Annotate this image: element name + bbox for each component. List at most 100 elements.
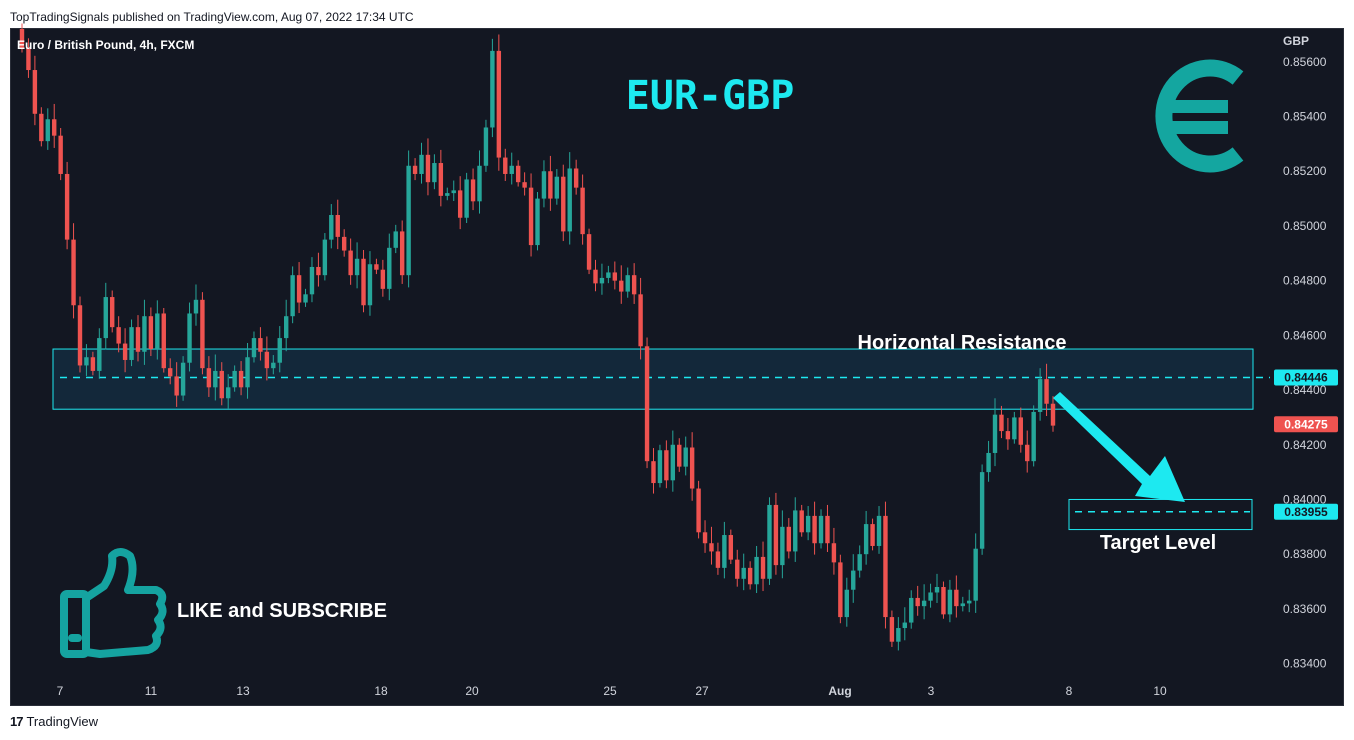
candle[interactable] (928, 583, 933, 608)
candle[interactable] (129, 319, 134, 367)
candle[interactable] (780, 510, 785, 579)
candle[interactable] (909, 590, 914, 629)
candle[interactable] (947, 579, 953, 623)
candle[interactable] (889, 610, 895, 647)
candle[interactable] (1050, 396, 1056, 432)
candle[interactable] (876, 506, 882, 554)
candle[interactable] (851, 554, 856, 603)
candle[interactable] (335, 199, 340, 250)
candle[interactable] (451, 180, 456, 201)
candle[interactable] (651, 448, 656, 494)
candle[interactable] (374, 258, 379, 275)
candle[interactable] (805, 506, 811, 541)
candle[interactable] (747, 561, 753, 590)
candle[interactable] (155, 300, 160, 360)
candle[interactable] (664, 440, 669, 489)
candle[interactable] (264, 336, 270, 381)
candle[interactable] (406, 150, 411, 288)
candle[interactable] (548, 155, 553, 211)
candle[interactable] (702, 520, 708, 553)
candle[interactable] (283, 299, 289, 352)
candle[interactable] (122, 328, 128, 373)
candle[interactable] (902, 607, 907, 641)
candle[interactable] (174, 362, 179, 407)
candle[interactable] (251, 331, 257, 363)
candle[interactable] (509, 152, 514, 185)
candle[interactable] (387, 233, 392, 301)
candle[interactable] (528, 173, 534, 257)
candle[interactable] (367, 251, 373, 316)
candle[interactable] (77, 296, 83, 373)
candle[interactable] (857, 545, 862, 578)
candle[interactable] (110, 290, 115, 333)
candle[interactable] (593, 259, 598, 292)
candle[interactable] (735, 549, 740, 587)
candle[interactable] (206, 356, 212, 397)
candle[interactable] (625, 267, 630, 298)
candle[interactable] (341, 229, 347, 257)
candle[interactable] (741, 553, 746, 591)
target-zone[interactable] (1068, 498, 1253, 531)
candle[interactable] (863, 510, 869, 565)
candle[interactable] (515, 160, 521, 187)
candle[interactable] (522, 172, 527, 196)
candle[interactable] (670, 430, 676, 492)
candle[interactable] (187, 302, 192, 372)
candle[interactable] (168, 358, 173, 385)
candle[interactable] (767, 497, 772, 585)
candle[interactable] (973, 533, 978, 613)
candle[interactable] (45, 108, 50, 150)
candle[interactable] (258, 327, 263, 361)
candle[interactable] (1025, 430, 1030, 473)
candle[interactable] (689, 432, 695, 501)
candle[interactable] (380, 259, 386, 297)
candle[interactable] (64, 161, 70, 250)
candle[interactable] (348, 238, 353, 285)
candle[interactable] (219, 362, 224, 406)
candle[interactable] (986, 440, 991, 482)
candle[interactable] (232, 365, 237, 392)
candle[interactable] (535, 192, 540, 251)
candle[interactable] (161, 308, 166, 373)
candle[interactable] (999, 405, 1004, 439)
candle[interactable] (193, 284, 199, 326)
candle[interactable] (103, 282, 108, 350)
candle[interactable] (290, 266, 295, 324)
candle[interactable] (90, 351, 96, 376)
candle[interactable] (438, 149, 444, 207)
candle[interactable] (245, 343, 250, 399)
candle[interactable] (683, 436, 688, 476)
candle[interactable] (316, 252, 321, 287)
candle[interactable] (631, 263, 637, 304)
candle[interactable] (638, 277, 643, 360)
candle[interactable] (606, 265, 611, 284)
candle[interactable] (844, 577, 849, 627)
candle[interactable] (412, 158, 418, 181)
candle[interactable] (1044, 363, 1049, 416)
candle[interactable] (329, 204, 334, 249)
candle[interactable] (490, 38, 495, 138)
candle[interactable] (541, 160, 547, 208)
candle[interactable] (296, 262, 302, 314)
candle[interactable] (309, 257, 315, 303)
candle[interactable] (1018, 407, 1023, 453)
candle[interactable] (26, 38, 31, 78)
candle[interactable] (238, 361, 244, 396)
candle[interactable] (277, 326, 282, 373)
candle[interactable] (200, 292, 205, 375)
candle[interactable] (322, 233, 328, 281)
candle[interactable] (483, 119, 489, 172)
candle[interactable] (470, 168, 476, 211)
candle[interactable] (599, 263, 605, 295)
candle[interactable] (19, 23, 25, 53)
candle[interactable] (135, 315, 141, 362)
candle[interactable] (954, 575, 959, 618)
candle[interactable] (496, 34, 502, 171)
candle[interactable] (419, 142, 424, 184)
candle[interactable] (32, 55, 38, 126)
candle[interactable] (1005, 417, 1011, 450)
candle[interactable] (1031, 405, 1036, 467)
candle[interactable] (425, 138, 431, 196)
candle[interactable] (39, 107, 44, 147)
